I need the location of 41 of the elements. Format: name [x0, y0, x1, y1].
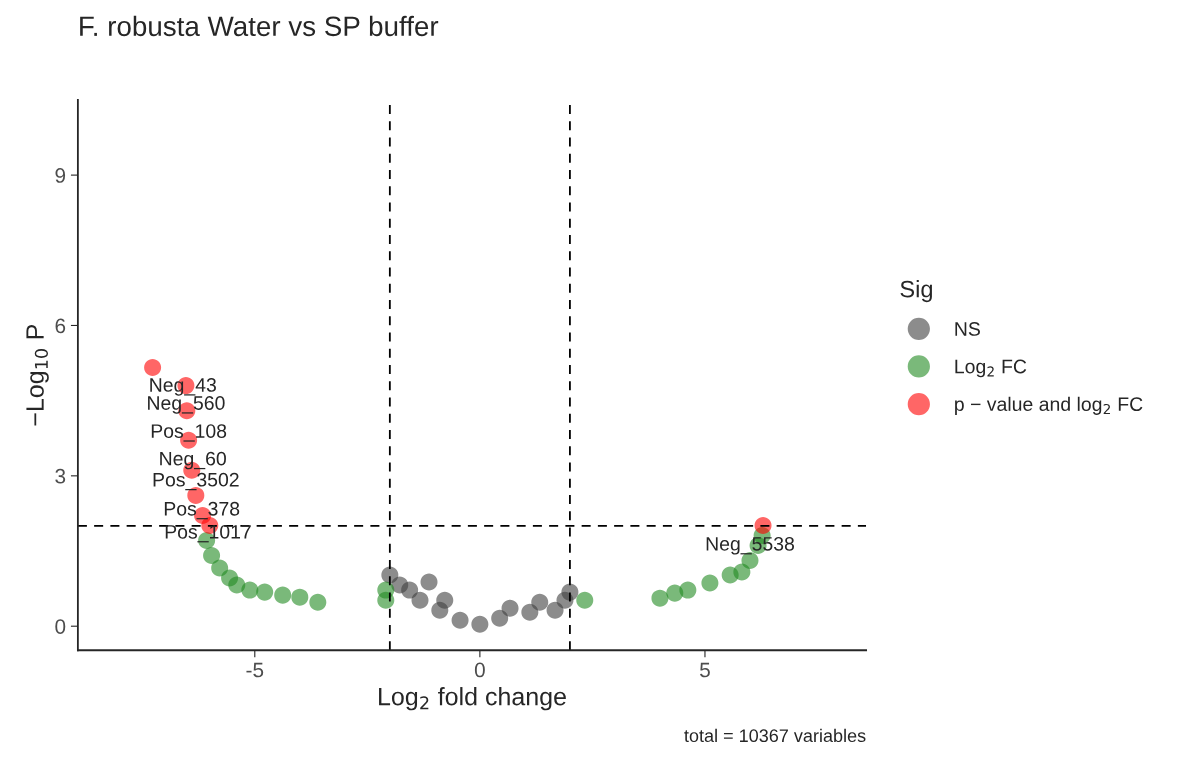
y-axis-title: −Log$_{10}$ P — [26, 324, 49, 426]
legend-label: p − value and log$_{2}$ FC — [955, 396, 1143, 415]
point — [309, 593, 327, 611]
point — [491, 609, 509, 627]
annotation: Neg_60 — [160, 451, 226, 470]
point — [501, 599, 519, 617]
point — [420, 573, 438, 591]
x-tick-label: -5 — [246, 662, 264, 678]
point — [144, 359, 162, 377]
point — [651, 589, 669, 607]
x-tick-label: 5 — [700, 662, 710, 678]
point — [203, 547, 221, 565]
point — [211, 559, 229, 577]
point — [471, 615, 489, 633]
y-tick-label: 9 — [55, 168, 66, 183]
chart-title: F. robusta Water vs SP buffer — [80, 15, 439, 37]
y-tick-label: 0 — [55, 619, 66, 634]
annotation: Pos_108 — [151, 424, 227, 442]
point — [679, 581, 697, 599]
text: total = 10367 variables — [684, 728, 866, 743]
point — [401, 581, 419, 599]
point — [576, 591, 594, 609]
point — [701, 574, 719, 592]
legend-label: Log$_{2}$ FC — [955, 359, 1027, 378]
point — [531, 593, 549, 611]
legend-title: Sig — [900, 280, 932, 303]
point — [291, 588, 309, 606]
x-tick-label: 0 — [474, 662, 485, 678]
legend-label: NS — [955, 322, 980, 336]
annotation: Pos_3502 — [153, 472, 239, 491]
point — [436, 591, 454, 609]
point — [274, 586, 292, 604]
y-tick-label: 6 — [55, 318, 66, 334]
point — [256, 583, 274, 601]
point — [521, 603, 539, 621]
point — [411, 591, 429, 609]
point — [451, 611, 469, 629]
point — [241, 581, 259, 599]
annotation: Neg_560 — [148, 396, 225, 414]
y-tick-label: 3 — [55, 468, 66, 484]
x-axis-title: Log$_{2}$ fold change — [379, 687, 566, 711]
